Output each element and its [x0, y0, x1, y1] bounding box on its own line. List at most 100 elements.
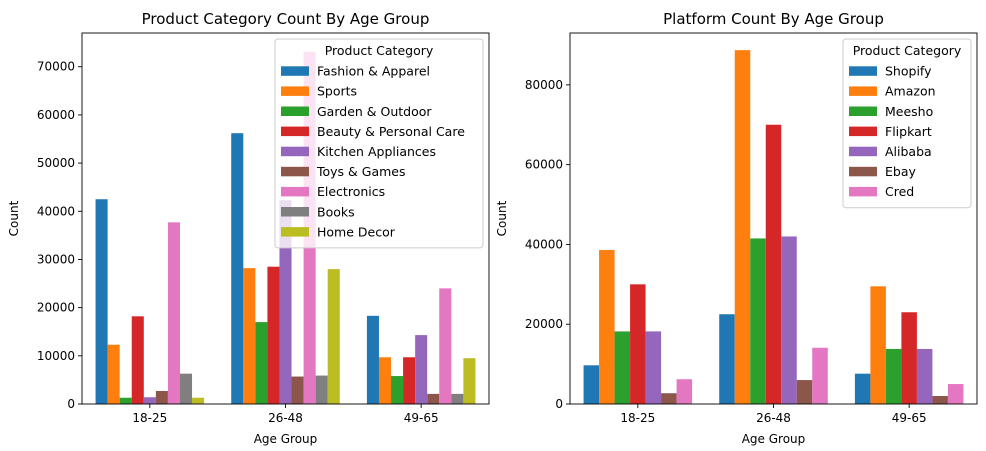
bar: [427, 393, 440, 404]
legend-entry: Kitchen Appliances: [317, 144, 436, 159]
bar: [192, 397, 205, 404]
y-tick-label: 70000: [37, 60, 75, 74]
bar: [765, 124, 782, 404]
chart-title: Product Category Count By Age Group: [142, 10, 430, 28]
legend-entry: Ebay: [885, 164, 916, 179]
legend-swatch: [281, 66, 309, 76]
legend-entry: Electronics: [317, 184, 385, 199]
bar: [734, 50, 751, 405]
y-axis-label: Count: [495, 200, 509, 236]
bar: [451, 393, 464, 404]
bar: [750, 238, 766, 404]
x-tick-label: 26-48: [268, 411, 303, 425]
bar: [315, 375, 328, 404]
legend-entry: Amazon: [885, 84, 936, 99]
bar: [854, 373, 871, 404]
bar: [267, 266, 280, 404]
legend: Product Category Fashion & Apparel Sports G…: [274, 38, 484, 249]
bar: [255, 322, 268, 404]
legend-swatch: [281, 106, 309, 116]
bar: [403, 357, 416, 404]
legend-swatch: [849, 186, 877, 197]
bar: [812, 347, 828, 404]
chart-1: Product Category Count By Age Group 0 1000…: [7, 10, 490, 446]
y-tick-label: 0: [67, 397, 75, 411]
bar: [630, 284, 646, 404]
bar: [279, 200, 292, 404]
legend-entry: Beauty & Personal Care: [317, 124, 465, 139]
series-alibaba: [645, 236, 933, 404]
bar: [781, 236, 797, 404]
legend-swatch: [849, 146, 877, 157]
legend-title: Product Category: [325, 43, 434, 58]
series-cred: [676, 347, 964, 404]
series-books: [179, 373, 464, 404]
bar: [870, 286, 886, 404]
y-tick-label: 40000: [37, 204, 75, 218]
bar: [243, 268, 256, 404]
x-tick-label: 49-65: [404, 411, 439, 425]
y-tick-label: 50000: [37, 156, 75, 170]
x-tick-label: 18-25: [620, 411, 655, 425]
bar: [916, 348, 933, 404]
legend-entry: Fashion & Apparel: [317, 64, 430, 79]
bar: [947, 384, 964, 404]
legend-entry: Sports: [317, 84, 357, 99]
y-tick-label: 0: [555, 397, 563, 411]
legend-swatch: [281, 126, 309, 137]
bar: [599, 250, 615, 404]
bar: [327, 269, 340, 404]
x-tick-label: 26-48: [756, 411, 791, 425]
series-sports: [107, 268, 392, 404]
bar: [415, 335, 428, 404]
y-tick-label: 10000: [37, 349, 75, 363]
bar: [119, 397, 132, 404]
legend-swatch: [849, 86, 877, 96]
legend-swatch: [849, 166, 877, 177]
bar: [661, 393, 677, 404]
bar: [463, 358, 476, 404]
y-tick-label: 20000: [37, 301, 75, 315]
series-shopify: [583, 314, 871, 404]
legend-entry: Toys & Games: [316, 164, 406, 179]
bar: [155, 390, 168, 404]
series-amazon: [599, 50, 886, 405]
bar: [179, 373, 193, 404]
legend-entry: Flipkart: [885, 124, 932, 139]
bar: [583, 365, 600, 404]
series-flipkart: [630, 124, 917, 404]
bar: [131, 316, 144, 404]
series-kitchen-appliances: [143, 200, 428, 404]
legend-swatch: [281, 146, 309, 157]
series-home-decor: [192, 269, 476, 404]
bar: [932, 396, 948, 404]
bar: [378, 357, 392, 404]
series-fashion-apparel: [95, 133, 379, 404]
bar: [719, 314, 735, 404]
bar: [885, 348, 902, 404]
legend-swatch: [281, 86, 309, 96]
legend: Product Category Shopify Amazon Meesho Flipk…: [842, 38, 972, 209]
x-tick-label: 18-25: [132, 411, 167, 425]
bar: [143, 397, 156, 404]
legend-entry: Cred: [885, 184, 914, 199]
y-axis-label: Count: [7, 200, 21, 236]
legend-entry: Garden & Outdoor: [317, 104, 432, 119]
bar: [366, 315, 379, 404]
series-beauty-personal-care: [131, 266, 416, 404]
legend-box: [842, 38, 972, 209]
bar: [676, 379, 693, 404]
series-toys-games: [155, 376, 440, 404]
y-tick-label: 40000: [525, 237, 563, 251]
bar: [107, 344, 120, 404]
series-garden-outdoor: [119, 322, 404, 404]
legend-entry: Books: [317, 204, 355, 219]
x-axis-label: Age Group: [742, 432, 806, 446]
legend-swatch: [281, 207, 309, 217]
y-tick-label: 80000: [525, 78, 563, 92]
x-tick-label: 49-65: [892, 411, 927, 425]
legend-swatch: [281, 227, 309, 237]
chart-2: Platform Count By Age Group 0 20000 40000 60…: [495, 10, 978, 446]
bar: [614, 331, 631, 404]
